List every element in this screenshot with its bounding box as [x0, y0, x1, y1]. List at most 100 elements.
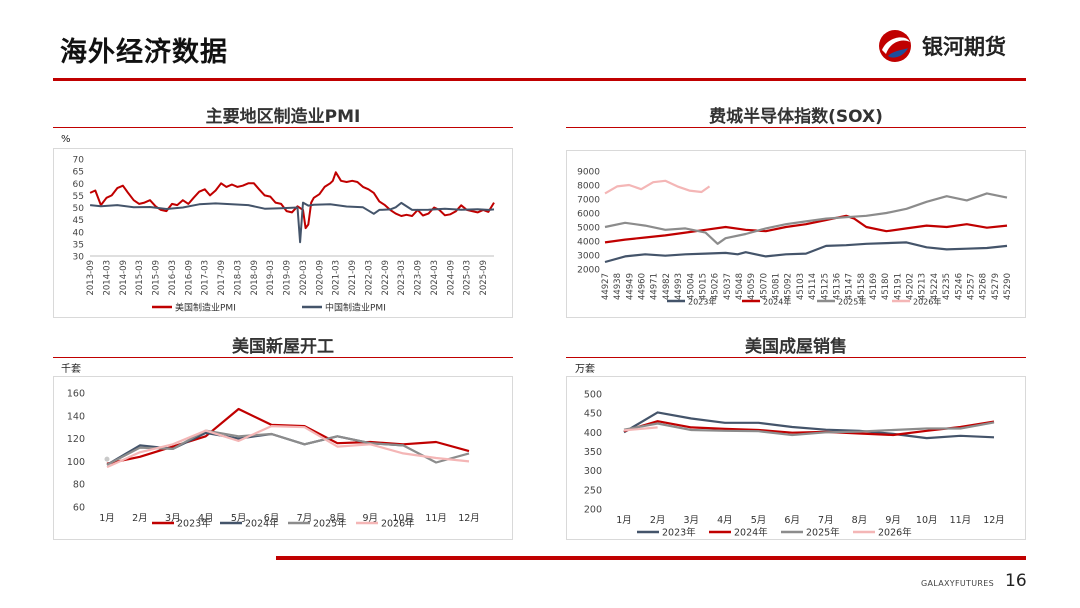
y-tick-label: 100 — [67, 457, 85, 468]
x-tick-label: 4月 — [198, 513, 214, 524]
y-tick-label: 6000 — [577, 210, 600, 220]
x-tick-label: 45037 — [723, 273, 733, 300]
x-tick-label: 12月 — [983, 515, 1005, 526]
x-tick-label: 2014-03 — [102, 260, 112, 296]
x-tick-label: 2016-09 — [184, 260, 194, 296]
x-tick-label: 45081 — [772, 273, 782, 300]
x-tick-label: 2月 — [650, 515, 666, 526]
series-line-0 — [623, 411, 995, 440]
x-tick-label: 2025-03 — [463, 260, 473, 296]
y-tick-label: 120 — [67, 434, 85, 445]
home-sales-panel-title: 美国成屋销售 — [745, 337, 847, 357]
y-tick-label: 2000 — [577, 266, 600, 276]
x-tick-label: 2022-09 — [381, 260, 391, 296]
y-tick-label: 450 — [584, 409, 602, 420]
y-tick-label: 140 — [67, 411, 85, 422]
legend-label: 2026年 — [878, 527, 912, 539]
y-tick-label: 200 — [584, 505, 602, 516]
x-tick-label: 2025-09 — [479, 260, 489, 296]
x-tick-label: 44982 — [662, 273, 672, 300]
pmi-panel-title: 主要地区制造业PMI — [205, 107, 361, 127]
y-tick-label: 500 — [584, 390, 602, 401]
legend-label: 美国制造业PMI — [175, 302, 236, 314]
y-tick-label: 8000 — [577, 182, 600, 192]
x-tick-label: 7月 — [297, 513, 313, 524]
x-tick-label: 45290 — [1003, 273, 1013, 300]
y-tick-label: 3000 — [577, 252, 600, 262]
y-tick-label: 50 — [73, 204, 85, 214]
x-tick-label: 10月 — [392, 513, 414, 524]
pmi-unit-label: % — [61, 134, 71, 145]
x-tick-label: 2022-03 — [364, 260, 374, 296]
x-tick-label: 45125 — [820, 273, 830, 300]
series-line-0 — [604, 241, 1008, 264]
x-tick-label: 45268 — [979, 273, 989, 300]
home-sales-chart-area: 200 250 300 350 400 450 500 1月 2月 3月 4月 5月 6月 7月 8月 9月 1… — [566, 376, 1026, 540]
series-line-3 — [604, 179, 711, 195]
legend-label: 2026年 — [381, 518, 415, 530]
page-title: 海外经济数据 — [60, 37, 228, 68]
series-line-2 — [604, 192, 1008, 245]
data-point-marker — [104, 456, 110, 462]
x-tick-label: 9月 — [362, 513, 378, 524]
x-tick-label: 45048 — [735, 273, 745, 300]
y-tick-label: 40 — [73, 228, 85, 238]
series-line-2 — [106, 429, 470, 466]
pmi-title-divider — [53, 127, 513, 128]
x-tick-label: 45202 — [906, 273, 916, 300]
series-line-1 — [604, 214, 1008, 244]
footer-brand: GALAXYFUTURES — [921, 579, 994, 588]
galaxy-swirl-icon — [879, 30, 911, 62]
x-tick-label: 45279 — [991, 273, 1001, 300]
series-line-3 — [623, 426, 658, 432]
x-tick-label: 45158 — [857, 273, 867, 300]
x-tick-label: 2013-09 — [86, 260, 96, 296]
x-tick-label: 2023-03 — [397, 260, 407, 296]
housing-starts-chart-area: 60 80 100 120 140 160 1月 2月 3月 4月 5月 6月 7月 8月 9月 10月 11月… — [53, 376, 513, 540]
y-tick-label: 9000 — [577, 168, 600, 178]
pmi-chart-area: 30 35 40 45 50 55 60 65 70 2013-09 2014-03 2014-09 2… — [53, 148, 513, 318]
x-tick-label: 10月 — [916, 515, 938, 526]
legend-label: 2024年 — [734, 527, 768, 539]
x-tick-label: 12月 — [458, 513, 480, 524]
x-tick-label: 11月 — [425, 513, 447, 524]
y-tick-label: 55 — [73, 192, 84, 202]
series-line-2 — [623, 421, 995, 437]
x-tick-label: 45180 — [881, 273, 891, 300]
home-sales-unit-label: 万套 — [575, 364, 595, 375]
x-tick-label: 45015 — [699, 273, 709, 300]
home-sales-chart: 200 250 300 350 400 450 500 1月 2月 3月 4月 5月 6月 7月 8月 9月 1… — [584, 390, 1005, 539]
pmi-chart: 30 35 40 45 50 55 60 65 70 2013-09 2014-03 2014-09 2… — [73, 156, 495, 314]
x-tick-label: 45246 — [954, 273, 964, 300]
x-tick-label: 45026 — [711, 273, 721, 300]
home-sales-title-divider — [566, 357, 1026, 358]
x-tick-label: 2020-03 — [299, 260, 309, 296]
x-tick-label: 2023-09 — [414, 260, 424, 296]
x-tick-label: 2014-09 — [119, 260, 129, 296]
x-tick-label: 2017-09 — [217, 260, 227, 296]
x-tick-label: 2月 — [132, 513, 148, 524]
y-tick-label: 7000 — [577, 196, 600, 206]
y-tick-label: 300 — [584, 466, 602, 477]
company-logo: 银河期货 — [876, 28, 1006, 64]
x-tick-label: 44949 — [625, 273, 635, 300]
x-tick-label: 2018-09 — [250, 260, 260, 296]
y-tick-label: 70 — [73, 156, 85, 166]
y-tick-label: 65 — [73, 168, 84, 178]
x-tick-label: 45213 — [918, 273, 928, 300]
x-tick-label: 45191 — [893, 273, 903, 300]
y-tick-label: 45 — [73, 216, 84, 226]
y-tick-label: 80 — [73, 480, 85, 491]
x-tick-label: 45004 — [686, 273, 696, 300]
x-tick-label: 45114 — [808, 273, 818, 300]
x-tick-label: 2021-03 — [332, 260, 342, 296]
y-tick-label: 30 — [73, 253, 85, 263]
legend-label: 2025年 — [806, 527, 840, 539]
x-tick-label: 5月 — [751, 515, 767, 526]
x-tick-label: 44960 — [638, 273, 648, 300]
sox-panel-title: 费城半导体指数(SOX) — [709, 107, 883, 127]
x-tick-label: 9月 — [885, 515, 901, 526]
legend-label: 2025年 — [313, 518, 347, 530]
x-tick-label: 44993 — [674, 273, 684, 300]
